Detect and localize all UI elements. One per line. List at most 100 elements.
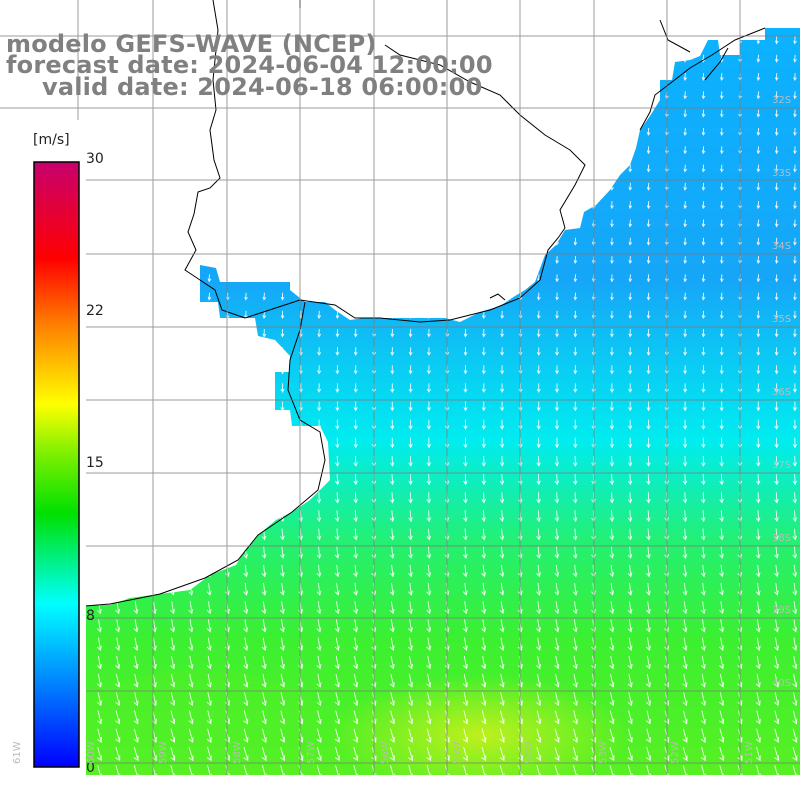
wind-arrow: [610, 328, 614, 338]
wind-arrow: [572, 510, 578, 523]
wind-arrow: [554, 564, 560, 578]
wind-arrow: [792, 492, 798, 504]
wind-arrow: [773, 619, 779, 633]
wind-arrow: [188, 746, 194, 762]
wind-arrow: [793, 256, 797, 265]
wind-arrow: [353, 619, 358, 633]
wind-arrow: [353, 546, 358, 559]
wind-arrow: [243, 655, 249, 670]
wind-arrow: [481, 347, 486, 356]
wind-arrow: [353, 765, 359, 775]
wind-arrow: [719, 765, 725, 775]
wind-arrow: [463, 419, 468, 430]
wind-arrow: [719, 692, 725, 707]
wind-arrow: [573, 401, 578, 412]
wind-arrow: [243, 692, 249, 707]
wind-arrow: [774, 419, 779, 430]
wind-arrow: [774, 237, 779, 246]
wind-arrow: [645, 619, 651, 633]
wind-arrow: [170, 601, 175, 615]
wind-arrow: [389, 474, 395, 486]
wind-arrow: [609, 746, 615, 762]
wind-arrow: [793, 328, 797, 338]
wind-arrow: [261, 601, 267, 615]
wind-arrow: [701, 164, 706, 173]
wind-arrow: [426, 365, 431, 375]
wind-arrow: [627, 692, 633, 707]
wind-arrow: [390, 455, 395, 467]
wind-arrow: [408, 564, 413, 578]
wind-arrow: [316, 546, 322, 559]
wind-arrow: [481, 564, 487, 578]
wind-arrow: [536, 455, 541, 467]
wind-arrow: [572, 692, 578, 707]
wind-arrow: [555, 256, 559, 265]
wind-arrow: [719, 347, 724, 356]
wind-arrow: [792, 546, 798, 559]
wind-arrow: [682, 728, 688, 743]
wind-arrow: [628, 401, 633, 412]
wind-arrow: [334, 728, 340, 743]
wind-arrow: [573, 237, 578, 246]
wind-arrow: [628, 219, 633, 228]
wind-arrow: [499, 655, 505, 670]
wind-arrow: [536, 710, 542, 725]
wind-arrow: [701, 510, 706, 523]
wind-arrow: [188, 601, 194, 615]
wind-arrow: [646, 546, 651, 559]
wind-arrow: [573, 292, 578, 301]
wind-arrow: [645, 765, 651, 775]
wind-arrow: [115, 637, 121, 651]
wind-arrow: [646, 256, 651, 265]
wind-arrow: [701, 347, 706, 356]
latitude-label: 40S: [772, 678, 792, 689]
wind-arrow: [683, 127, 688, 136]
wind-arrow: [536, 328, 541, 338]
wind-arrow: [188, 710, 194, 725]
wind-arrow: [646, 328, 651, 338]
wind-arrow: [646, 365, 651, 375]
wind-arrow: [700, 601, 706, 615]
wind-arrow: [572, 728, 578, 743]
wind-arrow: [555, 365, 559, 375]
wind-arrow: [206, 710, 212, 725]
wind-arrow: [609, 765, 615, 775]
wind-arrow: [609, 455, 615, 467]
wind-arrow: [463, 401, 468, 412]
wind-arrow: [500, 310, 505, 320]
forecast-date: forecast date: 2024-06-04 12:00:00: [6, 51, 493, 79]
wind-arrow: [755, 746, 761, 762]
wind-arrow: [627, 546, 633, 559]
wind-arrow: [463, 437, 468, 449]
wind-arrow: [243, 765, 249, 775]
wind-arrow: [628, 365, 633, 375]
valid-date: valid date: 2024-06-18 06:00:00: [42, 73, 483, 101]
wind-arrow: [335, 455, 340, 467]
wind-arrow: [774, 328, 779, 338]
wind-arrow: [280, 746, 285, 762]
wind-arrow: [408, 328, 413, 338]
wind-arrow: [792, 455, 798, 467]
wind-arrow: [133, 710, 139, 725]
wind-arrow: [792, 365, 797, 375]
wind-arrow: [627, 492, 633, 504]
wind-arrow: [627, 637, 633, 651]
longitude-label: 58W: [232, 741, 243, 764]
wind-arrow: [610, 256, 614, 265]
wind-arrow: [628, 237, 633, 246]
wind-arrow: [719, 328, 724, 338]
wind-arrow: [481, 710, 487, 725]
wind-arrow: [701, 328, 706, 338]
longitude-label: 54W: [524, 741, 535, 764]
wind-arrow: [719, 601, 724, 615]
wind-arrow: [334, 546, 340, 559]
wind-arrow: [719, 474, 724, 486]
wind-arrow: [683, 91, 688, 100]
wind-arrow: [170, 746, 176, 762]
wind-arrow: [572, 619, 578, 633]
wind-arrow: [389, 492, 395, 504]
wind-arrow: [499, 619, 505, 633]
wind-arrow: [261, 674, 267, 688]
wind-arrow: [96, 728, 102, 743]
wind-arrow: [389, 710, 395, 725]
